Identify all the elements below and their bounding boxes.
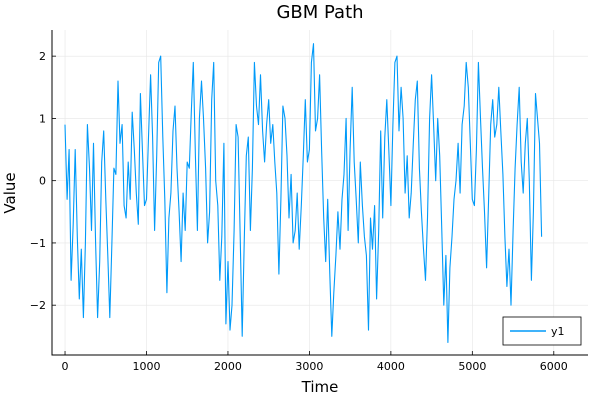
- y-tick-label: 2: [39, 50, 46, 63]
- x-tick-label: 0: [62, 360, 69, 373]
- plot-area: [64, 43, 543, 344]
- x-tick-label: 3000: [295, 360, 323, 373]
- x-tick-label: 1000: [132, 360, 160, 373]
- axis-frame: [51, 30, 588, 356]
- y-tick-label: −1: [30, 237, 46, 250]
- y-axis-title: Value: [1, 172, 19, 213]
- legend-label: y1: [551, 325, 565, 338]
- chart-title: GBM Path: [276, 2, 363, 23]
- y-tick-label: 1: [39, 112, 46, 125]
- x-tick-label: 6000: [540, 360, 568, 373]
- series-line-y1: [64, 43, 543, 344]
- x-axis-title: Time: [301, 378, 339, 396]
- x-tick-label: 5000: [458, 360, 486, 373]
- y-tick-label: −2: [30, 299, 46, 312]
- legend: y1: [502, 316, 582, 346]
- x-tick-label: 2000: [214, 360, 242, 373]
- x-tick-label: 4000: [377, 360, 405, 373]
- y-ticks: −2 −1 0 1 2: [30, 50, 56, 312]
- y-tick-label: 0: [39, 175, 46, 188]
- x-ticks: 0 1000 2000 3000 4000 5000 6000: [62, 351, 568, 373]
